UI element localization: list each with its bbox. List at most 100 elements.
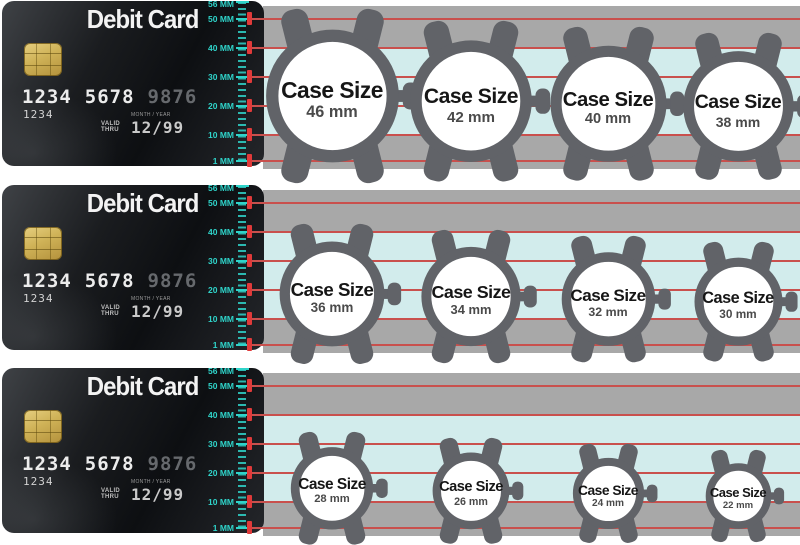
case-size-value: 26 mm [454,495,488,508]
ruler-major-tick [236,105,249,107]
case-size-title: Case Size [709,485,767,501]
watch-body-graphic [705,450,784,543]
mm-ruler: 56 MM 50 MM 40 MM 30 MM 20 MM 10 MM 1 MM [196,0,266,178]
ruler-label: 50 MM [208,381,234,391]
ruler-minor-ticks [238,369,246,531]
ruler-label: 10 MM [208,314,234,324]
watch-dial-text: Case Size 28 mm [298,459,366,524]
card-number-group-3: 9876 [147,270,198,292]
ruler-label: 56 MM [208,183,234,193]
watch-case-circle [290,446,374,529]
card-valid-thru-label: VALID THRU [101,121,120,133]
card-chip-icon [24,410,62,443]
watch: Case Size 30 mm [676,240,800,364]
card-title: Debit Card [86,188,199,218]
watch-body-graphic [265,8,418,183]
ruler-label: 30 MM [208,439,234,449]
ruler-label: 56 MM [208,366,234,376]
card-number-group-2: 5678 [84,86,135,108]
watch-crown-icon [523,285,537,308]
case-size-value: 22 mm [722,500,754,512]
card-expiry-block: MONTH / YEAR 12/99 [131,479,184,504]
card-number-group-2: 5678 [84,270,135,292]
card-valid-thru-label: VALID THRU [101,305,120,317]
ruler-major-tick [236,414,249,416]
case-size-value: 34 mm [450,302,492,318]
watch-body-graphic [290,431,388,545]
watch-group: Case Size 46 mm Case Size 42 mm Case Size 40 … [0,0,800,183]
case-size-value: 30 mm [719,307,757,322]
case-size-title: Case Size [702,288,774,307]
size-row: Debit Card 1234 5678 9876 1234 VALID THR… [0,0,800,183]
ruler-label: 10 MM [208,497,234,507]
case-size-value: 36 mm [310,300,354,316]
watch-dial-text: Case Size 40 mm [561,62,655,156]
case-size-title: Case Size [431,282,511,303]
watch-dial-text: Case Size 22 mm [709,474,767,524]
watch: Case Size 24 mm [556,442,661,545]
case-size-title: Case Size [298,475,366,493]
watch-dial-text: Case Size 38 mm [694,67,783,156]
card-number-group-1: 1234 [22,453,72,475]
watch-case-circle [572,457,644,529]
ruler-label: 50 MM [208,14,234,24]
case-size-value: 38 mm [715,113,761,130]
month-year-label: MONTH / YEAR [131,479,171,485]
card-sub-number: 1234 [23,475,54,488]
watch-case-circle [561,252,655,346]
debit-card: Debit Card 1234 5678 9876 1234 VALID THR… [2,1,264,166]
watch-dial-text: Case Size 34 mm [431,261,511,340]
case-size-title: Case Size [577,482,639,499]
watch-dial-text: Case Size 30 mm [702,271,774,341]
watch-dial-text: Case Size 42 mm [422,57,521,156]
watch-body-graphic [279,223,402,364]
ruler-label: 20 MM [208,101,234,111]
case-size-value: 46 mm [306,103,358,122]
thru-word: THRU [101,311,119,317]
card-expiry-block: MONTH / YEAR 12/99 [131,112,184,137]
card-expiry-date: 12/99 [131,485,185,504]
ruler-label: 30 MM [208,256,234,266]
watch: Case Size 28 mm [273,430,391,545]
card-chip-icon [24,227,62,260]
card-number-group-2: 5678 [84,453,135,475]
ruler-label: 1 MM [212,156,234,167]
watch-crown-icon [796,95,800,118]
ruler-label: 30 MM [208,72,234,82]
watch-crown-icon [646,484,657,503]
ruler-major-tick [236,344,249,347]
ruler-major-tick [236,260,249,262]
watch-crown-icon [669,91,684,117]
ruler-major-tick [236,501,249,503]
ruler-label: 20 MM [208,468,234,478]
watch: Case Size 26 mm [415,436,527,545]
case-size-value: 40 mm [584,111,632,128]
watch-dial-text: Case Size 26 mm [439,464,503,524]
card-number: 1234 5678 9876 [22,86,197,108]
card-number-group-3: 9876 [147,453,198,475]
watch-group: Case Size 28 mm Case Size 26 mm Case Size 24 … [0,367,800,545]
ruler-label: 1 MM [212,340,234,351]
watch-crown-icon [785,291,798,313]
ruler-label: 40 MM [208,227,234,237]
case-size-value: 28 mm [314,493,350,506]
card-number: 1234 5678 9876 [22,270,197,292]
case-size-title: Case Size [562,88,654,111]
month-year-label: MONTH / YEAR [131,296,171,302]
watch: Case Size 36 mm [260,222,404,366]
watch: Case Size 38 mm [663,31,800,182]
watch-crown-icon [387,282,402,305]
card-number-group-3: 9876 [147,86,198,108]
case-size-title: Case Size [694,90,782,113]
watch-group: Case Size 36 mm Case Size 34 mm Case Size 32 … [0,184,800,365]
size-row: Debit Card 1234 5678 9876 1234 VALID THR… [0,366,800,545]
month-year-label: MONTH / YEAR [131,112,171,118]
watch: Case Size 34 mm [402,228,540,366]
ruler-label: 20 MM [208,285,234,295]
card-chip-icon [24,43,62,76]
card-expiry-date: 12/99 [131,302,185,321]
ruler-major-tick [236,160,249,163]
ruler-major-tick [236,472,249,474]
ruler-minor-ticks [238,186,246,348]
valid-word: VALID [101,488,121,494]
